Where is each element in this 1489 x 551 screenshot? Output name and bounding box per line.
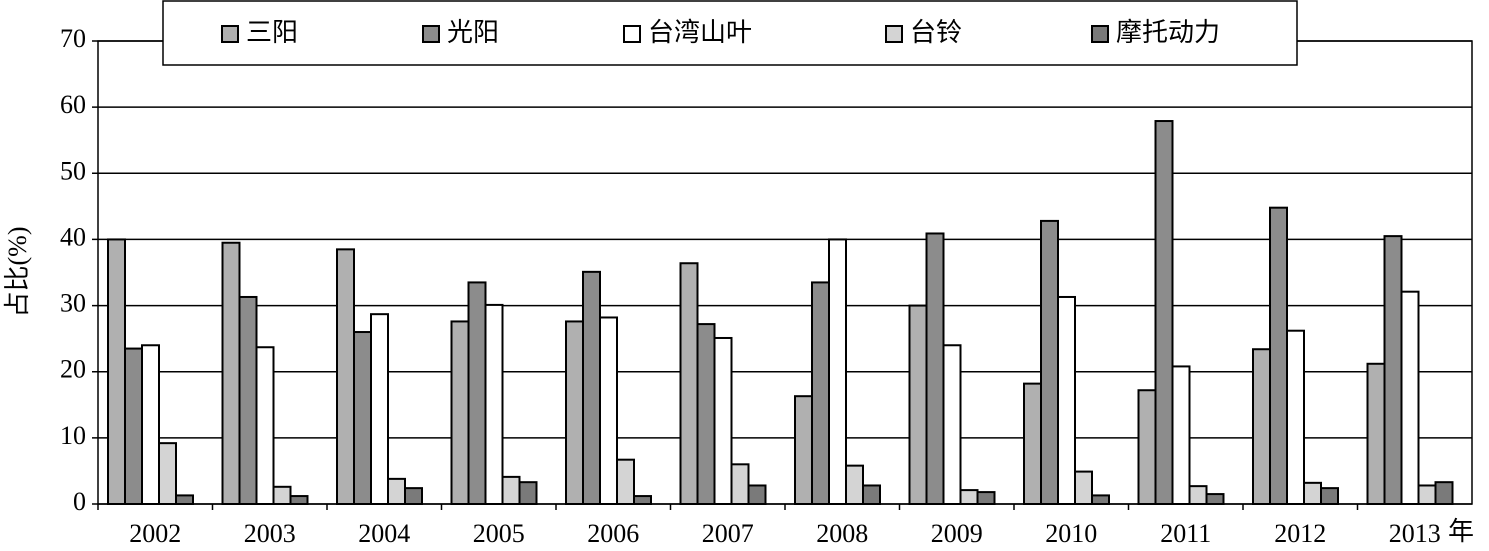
legend-swatch [885, 25, 903, 43]
bar [1383, 235, 1403, 505]
bar [255, 346, 275, 505]
y-tick-label: 20 [60, 355, 86, 384]
bar [484, 303, 504, 505]
bar [1252, 348, 1271, 505]
legend-swatch [623, 25, 641, 43]
bar [811, 281, 830, 505]
bar [370, 313, 389, 506]
bar [1171, 365, 1191, 505]
bar [221, 241, 241, 505]
y-tick-label: 50 [60, 156, 86, 185]
bar [616, 458, 635, 506]
bar [450, 320, 470, 505]
x-tick-label: 2005 [473, 519, 525, 548]
legend-label: 摩托动力 [1116, 18, 1220, 47]
x-tick-label: 2004 [358, 519, 410, 548]
y-tick-label: 70 [60, 24, 86, 53]
bar [467, 281, 487, 505]
bar [501, 475, 521, 506]
legend-label: 光阳 [447, 18, 499, 47]
x-tick-label: 2010 [1045, 519, 1097, 548]
y-tick-label: 60 [60, 90, 86, 119]
bar [158, 442, 177, 505]
bar [1269, 206, 1288, 505]
x-tick-label: 2007 [702, 519, 754, 548]
x-tick-label: 2013 [1389, 519, 1441, 548]
bar [1040, 219, 1059, 505]
y-tick-label: 30 [60, 289, 86, 318]
bar [828, 238, 847, 506]
y-tick-label: 10 [60, 421, 86, 450]
bar [582, 270, 601, 505]
bar [1154, 120, 1174, 505]
bar [730, 463, 750, 506]
x-tick-label: 2006 [587, 519, 639, 548]
bar [1366, 362, 1386, 505]
x-tick-label: 2011 [1160, 519, 1211, 548]
x-tick-label: 2012 [1274, 519, 1326, 548]
bar [908, 304, 928, 506]
bar [925, 232, 945, 505]
x-tick-label: 2003 [244, 519, 296, 548]
x-tick-label: 2002 [129, 519, 181, 548]
legend-swatch [221, 25, 239, 43]
bar [336, 248, 355, 505]
bar [124, 347, 143, 506]
bar [713, 336, 733, 505]
x-tick-label: 2008 [816, 519, 868, 548]
y-tick-label: 0 [73, 487, 86, 516]
bar [1023, 382, 1042, 505]
legend-swatch [1091, 25, 1109, 43]
y-axis-label: 占比(%) [3, 227, 32, 318]
bar [289, 495, 309, 506]
legend-label: 台湾山叶 [648, 18, 752, 47]
x-tick-label: 2009 [931, 519, 983, 548]
bar [1286, 329, 1305, 505]
bar [747, 484, 767, 506]
bar [1188, 485, 1208, 505]
x-axis-label: 年 [1448, 517, 1474, 546]
bar [1074, 470, 1093, 505]
bar [387, 477, 406, 506]
bar [1091, 494, 1110, 505]
bar [696, 323, 716, 505]
bar [175, 494, 194, 505]
bar [1400, 290, 1420, 505]
bar [1320, 487, 1339, 505]
bar [1417, 484, 1437, 506]
bar [1434, 481, 1454, 505]
legend-label: 三阳 [246, 18, 298, 47]
bar [959, 489, 979, 505]
bar [107, 238, 126, 506]
bar [794, 395, 813, 505]
bar [845, 464, 864, 506]
bar [633, 495, 652, 506]
bar [272, 485, 292, 505]
bar [976, 491, 996, 506]
bar [1057, 295, 1076, 506]
bar [862, 484, 881, 506]
bar [1205, 493, 1225, 506]
legend-swatch [422, 25, 440, 43]
bar [353, 331, 372, 505]
bar [565, 320, 584, 505]
y-tick-label: 40 [60, 222, 86, 251]
bar [404, 487, 423, 505]
bar [942, 344, 962, 505]
bar [599, 316, 618, 505]
bar [1137, 389, 1157, 505]
legend-label: 台铃 [910, 18, 962, 47]
bar [238, 295, 258, 506]
bar [679, 262, 699, 505]
bar [1303, 481, 1322, 506]
bar [141, 344, 160, 505]
bar [518, 481, 538, 505]
